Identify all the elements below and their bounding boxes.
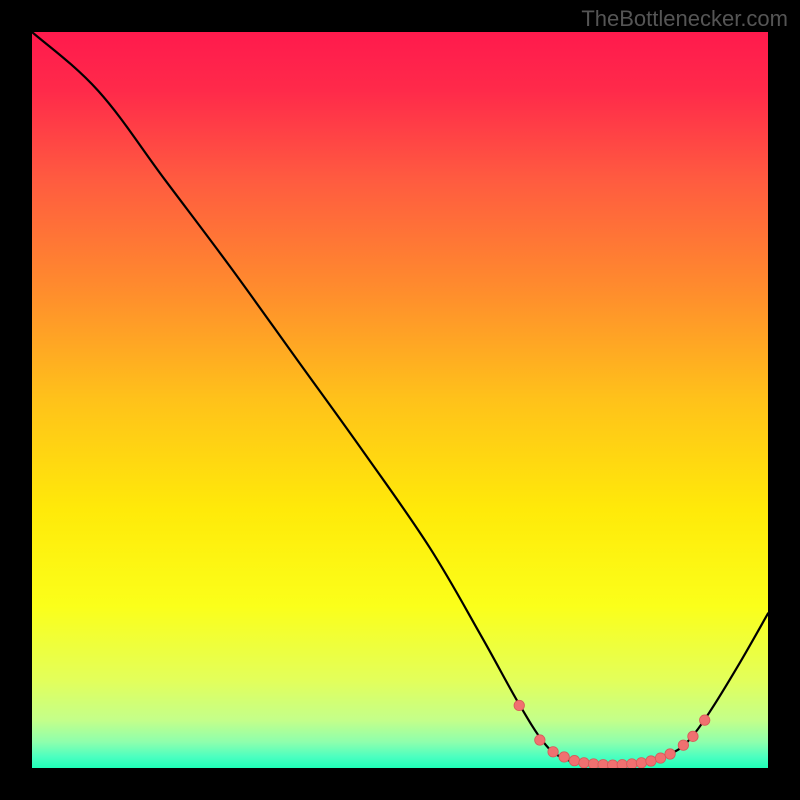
bottleneck-chart: TheBottlenecker.com <box>0 0 800 800</box>
chart-svg <box>0 0 800 800</box>
